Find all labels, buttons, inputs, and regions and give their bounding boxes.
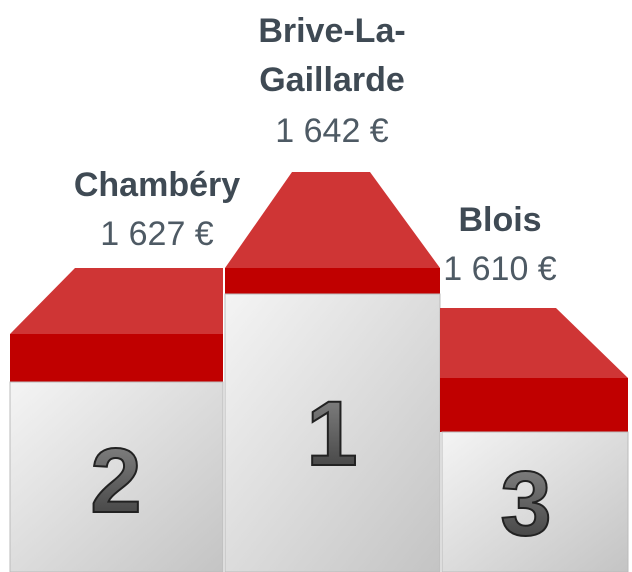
city-name: Blois bbox=[458, 201, 541, 239]
front-band bbox=[225, 268, 440, 294]
top-face bbox=[440, 308, 628, 378]
podium-second: 2 Chambéry 1 627 € bbox=[9, 166, 240, 572]
block bbox=[441, 431, 629, 572]
top-face bbox=[225, 172, 440, 268]
price: 1 627 € bbox=[100, 215, 214, 253]
front-band bbox=[440, 378, 628, 432]
rank: 1 bbox=[306, 383, 357, 485]
city-name: Gaillarde bbox=[259, 61, 405, 99]
rank: 2 bbox=[90, 430, 141, 532]
city-name: Brive-La- bbox=[258, 12, 405, 50]
price: 1 610 € bbox=[443, 250, 557, 288]
block bbox=[9, 381, 224, 572]
podium-third: 3 Blois 1 610 € bbox=[440, 201, 629, 572]
price: 1 642 € bbox=[275, 112, 389, 150]
top-face bbox=[10, 268, 223, 334]
podium-first: 1 Brive-La- Gaillarde 1 642 € bbox=[224, 12, 441, 572]
city-name: Chambéry bbox=[74, 166, 240, 204]
block bbox=[224, 293, 441, 572]
front-band bbox=[10, 334, 223, 382]
rank: 3 bbox=[500, 453, 551, 555]
